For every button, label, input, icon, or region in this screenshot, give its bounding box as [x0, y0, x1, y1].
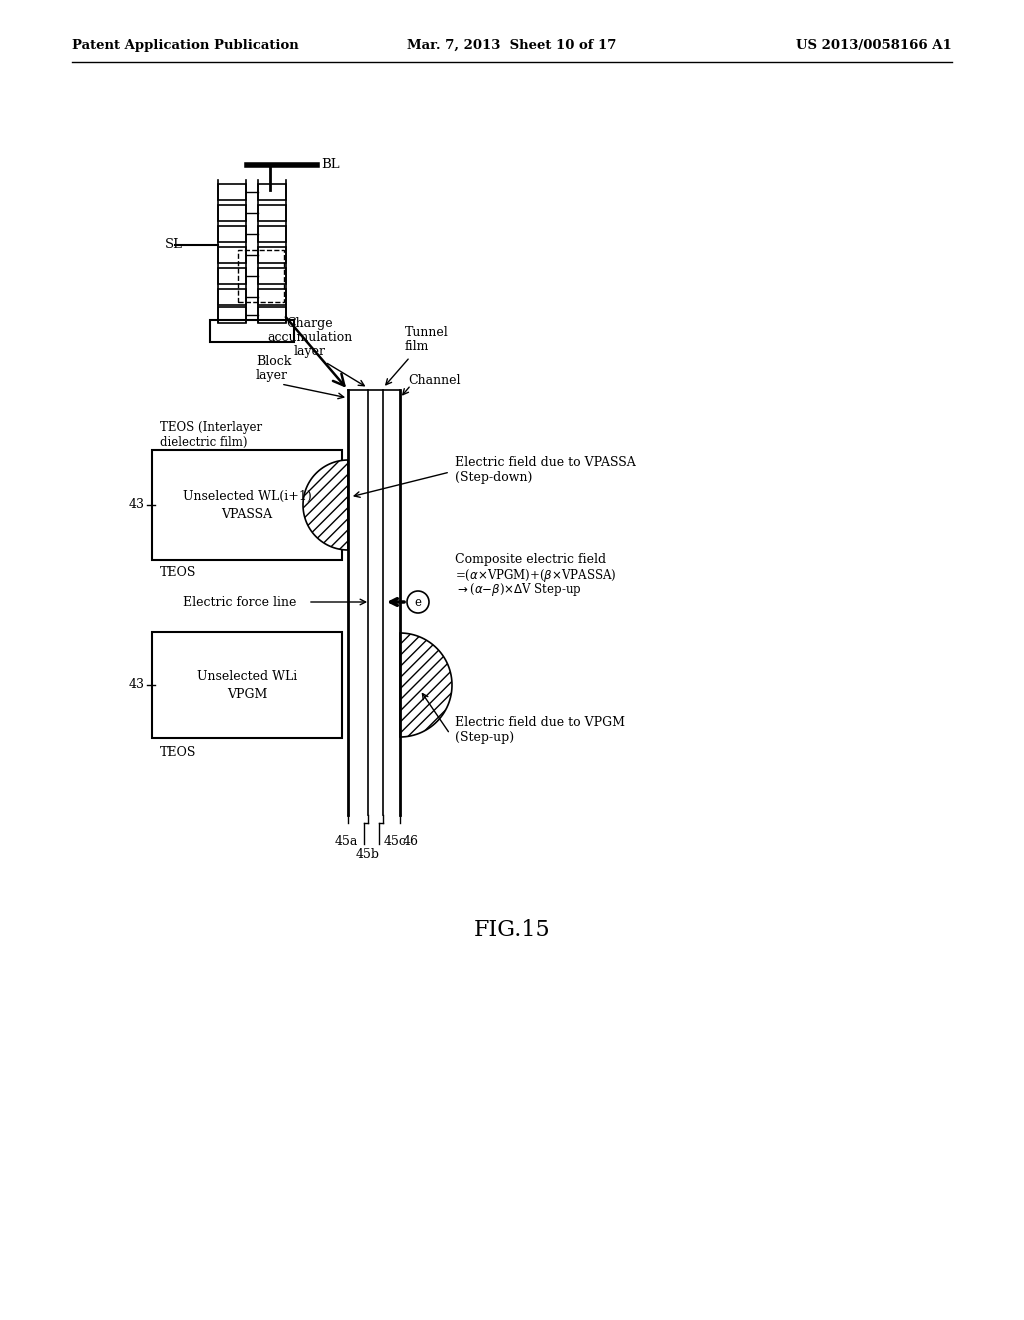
- Text: $\rightarrow$($\alpha$$-$$\beta$)$\times$$\Delta$V Step-up: $\rightarrow$($\alpha$$-$$\beta$)$\times…: [455, 582, 582, 598]
- Text: 43: 43: [129, 499, 145, 511]
- Text: 45c: 45c: [384, 836, 407, 847]
- Text: TEOS (Interlayer: TEOS (Interlayer: [160, 421, 262, 433]
- Text: Charge: Charge: [287, 317, 334, 330]
- Text: accumulation: accumulation: [267, 331, 352, 345]
- Bar: [258, 289, 286, 305]
- Text: TEOS: TEOS: [160, 565, 197, 578]
- Bar: [218, 268, 246, 284]
- Text: layer: layer: [294, 345, 326, 358]
- Text: 45b: 45b: [356, 847, 380, 861]
- Polygon shape: [303, 459, 348, 550]
- Text: FIG.15: FIG.15: [474, 919, 550, 941]
- Text: VPASSA: VPASSA: [221, 507, 272, 520]
- Bar: [258, 205, 286, 220]
- Bar: [258, 268, 286, 284]
- Text: 45a: 45a: [334, 836, 357, 847]
- Text: Unselected WLi: Unselected WLi: [197, 669, 297, 682]
- Text: 46: 46: [403, 836, 419, 847]
- Bar: [218, 183, 246, 201]
- Text: TEOS: TEOS: [160, 746, 197, 759]
- Text: dielectric film): dielectric film): [160, 436, 248, 449]
- Text: e: e: [415, 595, 422, 609]
- Text: SL: SL: [165, 239, 183, 252]
- Bar: [218, 247, 246, 263]
- Text: Electric force line: Electric force line: [183, 595, 296, 609]
- Bar: [152, 632, 342, 738]
- Polygon shape: [400, 634, 452, 737]
- Bar: [218, 205, 246, 220]
- Text: Tunnel: Tunnel: [406, 326, 449, 339]
- Bar: [238, 249, 284, 302]
- Text: 43: 43: [129, 678, 145, 692]
- Bar: [218, 308, 246, 323]
- Text: Composite electric field: Composite electric field: [455, 553, 606, 566]
- Bar: [258, 183, 286, 201]
- Text: Patent Application Publication: Patent Application Publication: [72, 38, 299, 51]
- Text: layer: layer: [256, 370, 288, 381]
- Text: Electric field due to VPASSA: Electric field due to VPASSA: [455, 455, 636, 469]
- Text: film: film: [406, 341, 429, 352]
- Bar: [258, 308, 286, 323]
- Text: VPGM: VPGM: [226, 688, 267, 701]
- Bar: [218, 226, 246, 242]
- Text: Channel: Channel: [408, 375, 461, 388]
- Bar: [152, 450, 342, 560]
- Bar: [258, 226, 286, 242]
- Text: (Step-up): (Step-up): [455, 730, 514, 743]
- Text: Block: Block: [256, 355, 292, 368]
- Text: BL: BL: [321, 158, 340, 172]
- Bar: [258, 247, 286, 263]
- Bar: [218, 289, 246, 305]
- Text: =($\alpha$$\times$VPGM)+($\beta$$\times$VPASSA): =($\alpha$$\times$VPGM)+($\beta$$\times$…: [455, 566, 616, 583]
- Text: Unselected WL(i+1): Unselected WL(i+1): [182, 490, 311, 503]
- Bar: [210, 319, 294, 342]
- Text: Electric field due to VPGM: Electric field due to VPGM: [455, 715, 625, 729]
- Text: US 2013/0058166 A1: US 2013/0058166 A1: [797, 38, 952, 51]
- Text: (Step-down): (Step-down): [455, 470, 532, 483]
- Text: Mar. 7, 2013  Sheet 10 of 17: Mar. 7, 2013 Sheet 10 of 17: [408, 38, 616, 51]
